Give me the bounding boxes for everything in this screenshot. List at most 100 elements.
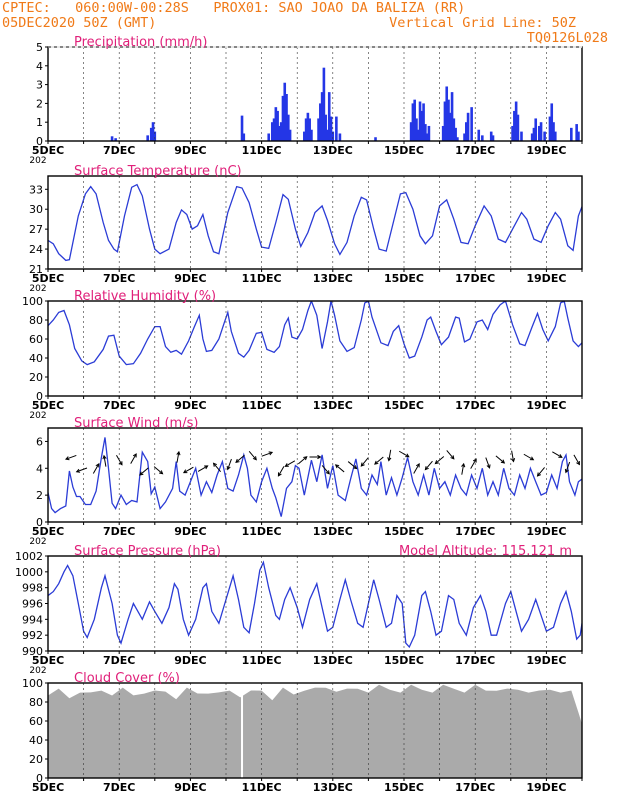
wind-arrow-head	[235, 458, 240, 464]
precip-xtick-label: 11DEC	[242, 144, 282, 157]
precip-bar	[445, 86, 449, 141]
wind-arrow	[182, 466, 194, 474]
wind-arrow-shaft	[277, 466, 285, 477]
precip-bar	[110, 136, 114, 141]
header-grid-line: Vertical Grid Line: 50Z	[389, 15, 576, 31]
precip-bar	[149, 127, 153, 141]
wind-arrow	[552, 451, 563, 458]
pres-xtick-label: 15DEC	[384, 654, 424, 667]
pres-xtick-label: 13DEC	[313, 654, 353, 667]
pres-xtick-label: 9DEC	[174, 654, 206, 667]
wind-arrow-shaft	[248, 450, 257, 461]
precip-bar	[481, 135, 484, 141]
rh-ytick-label: 40	[29, 352, 43, 365]
precip-bar	[267, 133, 271, 141]
wind-arrow-shaft	[298, 456, 308, 465]
wind-arrow-shaft	[176, 451, 180, 463]
precip-bar	[570, 127, 573, 141]
wind-arrow-shaft	[565, 461, 571, 473]
rh-ytick-label: 60	[29, 333, 43, 346]
precip-bar	[452, 118, 456, 141]
rh-ytick-label: 100	[22, 295, 43, 308]
wind-arrow-head	[424, 466, 429, 471]
wind-arrow-shaft	[92, 463, 100, 474]
precip-bar	[146, 135, 149, 141]
wind-arrow-shaft	[461, 463, 465, 475]
rh-xtick-label: 19DEC	[526, 399, 566, 412]
precip-bar	[374, 137, 377, 141]
precip-bar	[335, 116, 338, 141]
precip-bar	[548, 116, 552, 141]
wind-arrow-shaft	[573, 454, 580, 465]
temp-xtick-label: 19DEC	[526, 272, 566, 285]
pres-ytick-label: 998	[22, 582, 43, 595]
pres-year-stub: 202	[29, 666, 46, 676]
temp-xtick-label: 11DEC	[242, 272, 282, 285]
precip-bar	[550, 103, 554, 141]
wind-arrow	[510, 450, 516, 463]
wind-arrow	[461, 462, 466, 475]
wind-arrow	[284, 460, 296, 467]
cloud-ytick-label: 100	[22, 677, 43, 690]
rh-year-stub: 202	[29, 411, 46, 421]
wind-arrow	[446, 450, 455, 460]
wind-series-line	[48, 437, 582, 517]
wind-arrow-shaft	[470, 458, 477, 469]
wind-arrow-head	[374, 460, 379, 465]
wind-arrow-shaft	[360, 457, 369, 467]
precip-bar	[317, 118, 320, 141]
wind-arrow-head	[268, 451, 274, 456]
precip-bar	[425, 133, 429, 141]
rh-xtick-label: 13DEC	[313, 399, 353, 412]
wind-ytick-label: 0	[36, 516, 43, 529]
precip-bar	[322, 67, 326, 141]
wind-arrow	[248, 450, 257, 461]
wind-arrow-shaft	[285, 460, 296, 467]
wind-arrow-shaft	[537, 467, 545, 477]
wind-arrow-shaft	[213, 462, 222, 473]
wind-arrow-head	[204, 465, 209, 470]
wind-arrow-shaft	[485, 457, 491, 469]
wind-arrow-head	[564, 468, 569, 474]
wind-year-stub: 202	[29, 537, 46, 547]
precip-bar	[304, 118, 308, 141]
precip-bar	[285, 94, 288, 141]
wind-arrow-shaft	[495, 455, 505, 464]
precip-bar	[242, 133, 246, 141]
wind-title: Surface Wind (m/s)	[74, 416, 198, 431]
wind-arrow-shaft	[235, 454, 245, 463]
wind-arrow	[470, 458, 477, 469]
wind-xtick-label: 9DEC	[174, 525, 206, 538]
wind-arrow-head	[325, 470, 330, 475]
wind-arrow	[64, 454, 77, 461]
precip-bar	[272, 118, 276, 141]
wind-arrow-head	[486, 464, 491, 469]
cloud-frame	[47, 682, 583, 779]
temp-year-stub: 202	[29, 284, 46, 294]
rh-xtick-label: 17DEC	[455, 399, 495, 412]
wind-arrow-shaft	[347, 461, 357, 470]
wind-arrow	[523, 453, 535, 461]
temp-xtick-label: 7DEC	[103, 272, 135, 285]
wind-arrow-head	[576, 460, 580, 466]
wind-arrow-shaft	[103, 455, 107, 467]
cloud-xtick-label: 7DEC	[103, 781, 135, 794]
wind-arrow	[387, 449, 392, 462]
precip-bar	[450, 92, 454, 141]
precip-ytick-label: 0	[36, 135, 43, 148]
pres-xtick-label: 17DEC	[455, 654, 495, 667]
wind-arrow-shaft	[130, 453, 137, 464]
wind-arrow-head	[64, 456, 70, 461]
wind-arrow-shaft	[197, 465, 208, 472]
precip-bar	[319, 103, 322, 141]
cloud-xtick-label: 11DEC	[242, 781, 282, 794]
wind-arrow	[360, 457, 369, 467]
temp-series-line	[48, 183, 582, 262]
wind-arrow-head	[510, 458, 516, 463]
precip-bar	[441, 125, 445, 141]
wind-arrow-head	[434, 460, 439, 465]
wind-arrow-head	[118, 461, 123, 466]
precip-bar	[308, 118, 311, 141]
precip-bar	[240, 115, 244, 141]
wind-arrow-shaft	[153, 466, 163, 475]
